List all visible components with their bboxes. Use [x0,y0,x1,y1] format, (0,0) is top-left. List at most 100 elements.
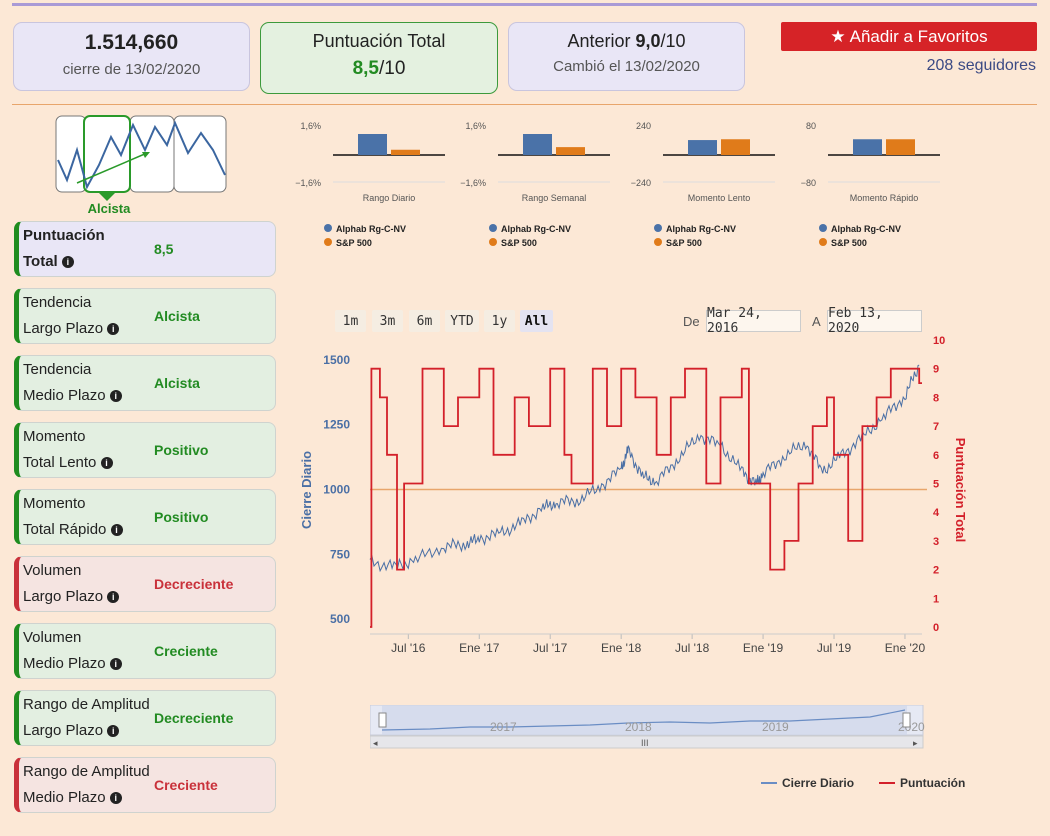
mini-legend-label: Alphab Rg-C-NV [336,224,406,234]
metric-label-line2-text: Total Rápido [23,521,107,538]
yright-tick: 8 [933,392,939,404]
metric-value: Creciente [154,643,218,659]
metric-label-line2-text: Total [23,253,58,270]
favorites-label: Añadir a Favoritos [849,26,988,46]
mini-ymin-label: −1,6% [295,178,321,188]
yleft-tick: 1250 [323,418,350,432]
mini-legend-label: Alphab Rg-C-NV [666,224,736,234]
mini-bar [556,147,585,155]
yleft-axis-title: Cierre Diario [299,451,314,529]
svg-text:2018: 2018 [625,720,652,734]
metric-label-line2-text: Medio Plazo [23,655,106,672]
range-button-1m[interactable]: 1m [335,310,366,332]
metric-label-line1: Tendencia [23,294,92,311]
mini-bar [853,139,882,155]
mini-ymax-label: 1,6% [300,121,321,131]
svg-text:2017: 2017 [490,720,517,734]
navigator-right-handle[interactable] [902,712,911,728]
yleft-tick: 500 [330,612,350,626]
info-icon[interactable]: i [107,725,120,738]
info-icon[interactable]: i [110,524,123,537]
trend-label: Alcista [87,201,131,216]
metric-label-line2: Total i [23,249,154,275]
range-button-ytd[interactable]: YTD [445,310,479,332]
mini-legend-dot [489,224,497,232]
mini-legend-label: Alphab Rg-C-NV [831,224,901,234]
yright-axis-title: Puntuación Total [953,438,968,542]
mini-title: Rango Semanal [522,193,587,203]
metric-label: Volumen Largo Plazo i [19,558,154,610]
info-icon[interactable]: i [109,792,122,805]
price-card: 1.514,660 cierre de 13/02/2020 [13,22,250,91]
info-icon[interactable]: i [107,591,120,604]
mini-ymin-label: −80 [801,178,816,188]
mini-legend-label: S&P 500 [336,238,372,248]
metric-label-line2: Total Lento i [23,450,154,476]
metric-value: Positivo [154,442,209,458]
metric-label-line2: Largo Plazo i [23,718,154,744]
info-icon[interactable]: i [109,390,122,403]
navigator-left-handle[interactable] [378,712,387,728]
yright-tick: 4 [933,507,940,519]
mini-chart-3: 240 −240 Momento Lento Alphab Rg-C-NV S&P 50… [631,121,775,248]
metric-label-line2: Medio Plazo i [23,383,154,409]
info-icon[interactable]: i [100,457,113,470]
mini-bar [688,140,717,155]
total-score-suffix: /10 [379,58,406,79]
range-button-1y[interactable]: 1y [484,310,515,332]
svg-text:2019: 2019 [762,720,789,734]
metric-label-line2: Medio Plazo i [23,785,154,811]
from-label: De [683,314,700,329]
to-date-input[interactable]: Feb 13, 2020 [827,306,922,336]
from-date-input[interactable]: Mar 24, 2016 [706,306,801,336]
range-navigator[interactable]: 2017 2018 2019 2020 ◂ ▸ III [370,705,925,750]
header-divider [12,104,1037,105]
previous-score-suffix: /10 [660,31,686,51]
metric-label-line1: Volumen [23,562,82,579]
navigator-scrollbar[interactable] [370,735,924,749]
yright-tick: 7 [933,421,939,433]
info-icon[interactable]: i [61,256,74,269]
add-to-favorites-button[interactable]: ★ Añadir a Favoritos [781,22,1037,51]
legend-score: Puntuación [900,776,965,790]
info-icon[interactable]: i [109,658,122,671]
yright-tick: 0 [933,622,939,634]
metric-label-line1: Rango de Amplitud [23,763,150,780]
scroll-left-icon[interactable]: ◂ [373,738,378,748]
main-price-chart: 500 750 1000 1250 1500 0 1 2 3 4 5 6 7 8 9 10 Jul '16 Ene… [299,335,968,655]
range-button-6m[interactable]: 6m [409,310,440,332]
mini-title: Momento Rápido [850,193,919,203]
close-date: cierre de 13/02/2020 [62,61,201,78]
range-button-all[interactable]: All [520,310,553,332]
metric-label-line1: Puntuación [23,227,105,244]
svg-text:2020: 2020 [898,720,925,734]
metric-value: 8,5 [154,241,174,257]
metric-row: Rango de Amplitud Largo Plazo i Decrecient… [14,690,276,746]
mini-ymin-label: −240 [631,178,651,188]
metric-value: Positivo [154,509,209,525]
metric-row: Momento Total Lento i Positivo [14,422,276,478]
metric-label: Tendencia Largo Plazo i [19,290,154,342]
x-tick: Jul '17 [533,641,568,655]
x-tick: Jul '19 [817,641,852,655]
metric-label: Momento Total Lento i [19,424,154,476]
metric-row: Tendencia Medio Plazo i Alcista [14,355,276,411]
metric-label: Tendencia Medio Plazo i [19,357,154,409]
scroll-right-icon[interactable]: ▸ [913,738,918,748]
metric-label-line2: Largo Plazo i [23,316,154,342]
x-tick: Ene '19 [743,641,784,655]
mini-ymax-label: 1,6% [465,121,486,131]
close-price-line [369,364,920,573]
previous-score-value: 9,0 [635,31,661,51]
star-icon: ★ [830,26,846,46]
metric-label-line1: Momento [23,428,86,445]
metric-label-line1: Momento [23,495,86,512]
info-icon[interactable]: i [107,323,120,336]
mini-legend-dot [654,224,662,232]
mini-bar [721,139,750,155]
yright-tick: 10 [933,335,945,347]
trend-chart-icon [55,115,227,201]
mini-ymin-label: −1,6% [460,178,486,188]
changed-date: Cambió el 13/02/2020 [553,58,700,75]
range-button-3m[interactable]: 3m [372,310,403,332]
